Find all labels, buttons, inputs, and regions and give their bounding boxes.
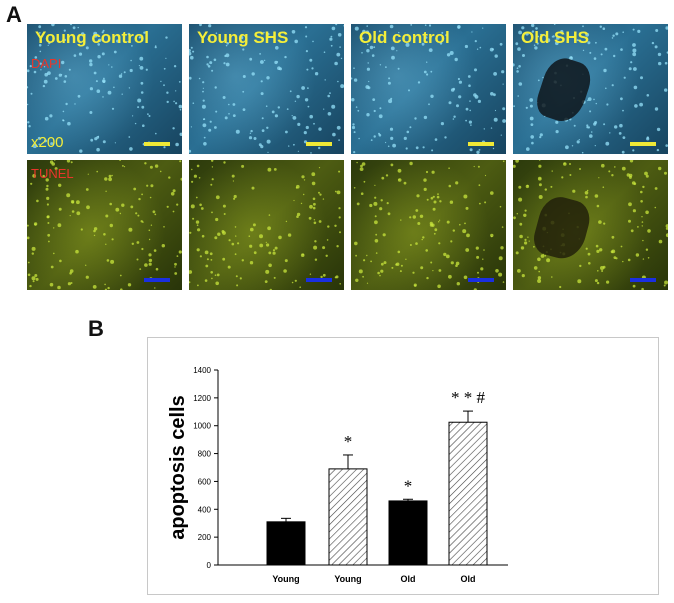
tile-young-shs-dapi: Young SHS — [189, 24, 344, 154]
x-tick-label: Old — [461, 574, 476, 584]
significance-annotation: * — [344, 432, 353, 451]
y-tick-label: 1200 — [193, 394, 211, 403]
tile-old-control-dapi: Old control — [351, 24, 506, 154]
bar — [266, 521, 306, 566]
bar-chart: 0 200 400 600 800 1000 1200 1400 apoptosis cells… — [167, 366, 508, 584]
bar — [328, 468, 368, 566]
panel-a-letter: A — [6, 2, 22, 27]
scale-bar — [468, 142, 494, 146]
scale-bar — [468, 278, 494, 282]
bar — [388, 500, 428, 566]
tile-young-control-tunel: TUNEL — [27, 160, 182, 290]
scale-bar — [630, 278, 656, 282]
y-axis-label: apoptosis cells — [167, 395, 189, 540]
tile-old-shs-dapi: Old SHS — [513, 24, 668, 154]
tunel-speckle — [189, 160, 341, 290]
x-tick-label: Young — [334, 574, 361, 584]
panel-b-letter: B — [88, 316, 104, 341]
scale-bar — [144, 142, 170, 146]
tile-young-shs-tunel — [189, 160, 344, 290]
stain-label-dapi: DAPI — [31, 56, 62, 71]
group-label-old-shs: Old SHS — [521, 28, 590, 47]
x-tick-label: Young — [272, 574, 299, 584]
y-tick-label: 1400 — [193, 366, 211, 375]
tile-old-control-tunel — [351, 160, 506, 290]
scale-bar — [306, 142, 332, 146]
scale-bar — [306, 278, 332, 282]
y-tick-label: 400 — [198, 505, 212, 514]
scale-bar — [144, 278, 170, 282]
scale-bar — [630, 142, 656, 146]
x-tick-label: Old — [401, 574, 416, 584]
nuclei-speckle — [189, 24, 344, 154]
group-label-young-control: Young control — [35, 28, 149, 47]
bar-chart-frame: 0 200 400 600 800 1000 1200 1400 apoptosis cells… — [147, 337, 659, 595]
nuclei-speckle — [351, 24, 506, 154]
group-label-young-shs: Young SHS — [197, 28, 289, 47]
y-tick-label: 1000 — [193, 422, 211, 431]
group-label-old-control: Old control — [359, 28, 450, 47]
y-tick-label: 0 — [207, 561, 212, 570]
significance-annotation: * — [404, 476, 413, 495]
tile-old-shs-tunel — [513, 160, 668, 290]
magnification-label: x200 — [31, 134, 64, 151]
y-tick-label: 600 — [198, 477, 212, 486]
y-tick-label: 200 — [198, 533, 212, 542]
tunel-speckle — [353, 160, 505, 290]
micrograph-panel: A Young control DAPI x200 Young SHS Old … — [0, 0, 674, 300]
y-tick-label: 800 — [198, 450, 212, 459]
significance-annotation: * * # — [451, 388, 486, 407]
nuclei-speckle — [27, 24, 182, 153]
stain-label-tunel: TUNEL — [31, 166, 74, 181]
tile-young-control-dapi: Young control DAPI x200 — [27, 24, 182, 154]
bar — [448, 421, 488, 566]
